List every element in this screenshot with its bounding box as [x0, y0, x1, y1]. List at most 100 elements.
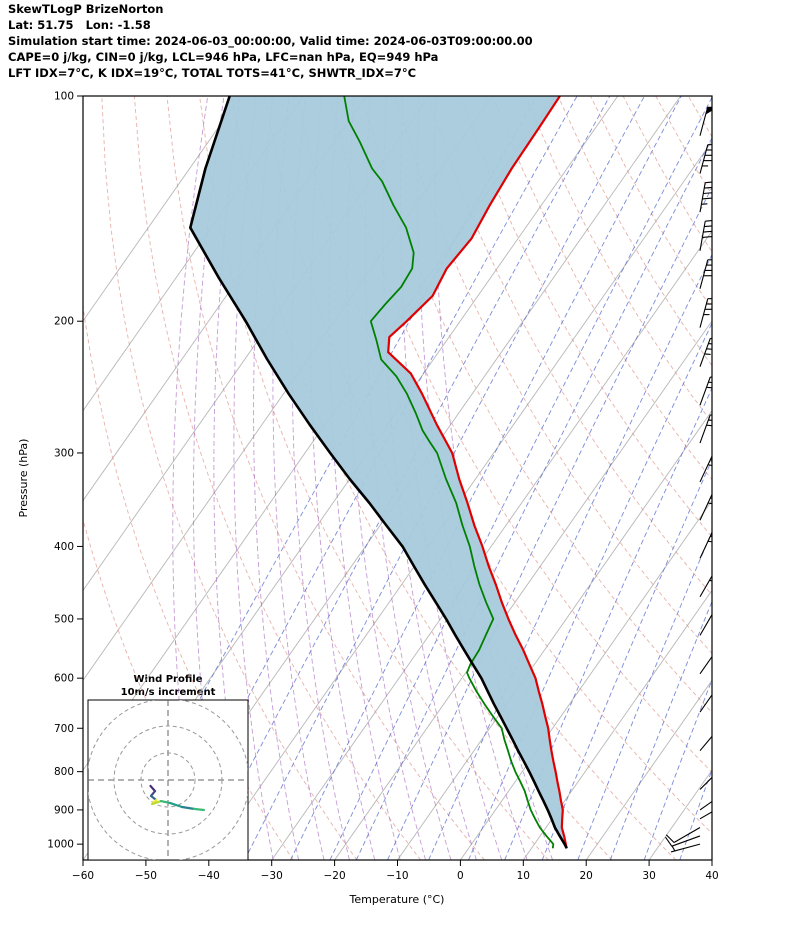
x-tick-label: −20 — [324, 870, 346, 882]
mixing-ratio-line — [387, 186, 712, 860]
x-tick-label: 10 — [517, 870, 530, 882]
y-tick-label: 1000 — [47, 839, 74, 851]
dry-adiabat-line — [622, 96, 712, 253]
mixing-ratio-line — [541, 458, 712, 860]
x-tick-label: 20 — [580, 870, 593, 882]
dry-adiabat-line — [83, 517, 230, 860]
y-tick-label: 800 — [54, 766, 74, 778]
mixing-ratio-line — [577, 530, 712, 860]
dry-adiabat-line — [524, 96, 712, 424]
dry-adiabat-line — [655, 96, 712, 196]
moist-adiabat-line — [233, 96, 274, 860]
wind-barb — [699, 493, 712, 521]
chart-indices-line2: LFT IDX=7°C, K IDX=19°C, TOTAL TOTS=41°C… — [8, 66, 416, 81]
wind-barb — [670, 843, 701, 853]
mixing-ratio-line — [679, 768, 712, 860]
wind-barb — [699, 414, 712, 444]
mixing-ratio-line — [643, 678, 712, 860]
moist-adiabat-line — [213, 96, 249, 860]
parcel-curve — [189, 96, 568, 849]
x-tick-label: 40 — [705, 870, 718, 882]
y-tick-label: 600 — [54, 673, 74, 685]
dry-adiabat-line — [427, 96, 712, 596]
wind-barb — [699, 735, 712, 752]
wind-barb — [699, 531, 712, 559]
wind-barb — [699, 811, 712, 820]
isotherm-line — [271, 230, 712, 860]
wind-barb — [699, 776, 712, 790]
y-tick-label: 400 — [54, 541, 74, 553]
wind-barb — [699, 106, 712, 136]
x-tick-label: −30 — [261, 870, 283, 882]
hodograph-wind-segment — [159, 799, 171, 805]
mixing-ratio-line — [468, 322, 712, 860]
hodograph-title: Wind Profile — [134, 674, 203, 685]
mixing-ratio-line — [355, 137, 712, 860]
y-tick-label: 300 — [54, 447, 74, 459]
x-tick-label: 30 — [642, 870, 655, 882]
moist-adiabat-line — [253, 96, 300, 860]
mixing-ratio-line — [504, 387, 712, 860]
moist-adiabat-line — [193, 96, 225, 860]
mixing-ratio-line — [329, 96, 712, 860]
moist-adiabat-line — [272, 96, 325, 860]
wind-barb — [699, 298, 712, 328]
hodograph-wind-segment — [180, 805, 196, 810]
isotherm-line — [83, 96, 241, 322]
isotherm-line — [711, 859, 712, 860]
mixing-ratio-line — [290, 96, 682, 860]
dry-adiabat-line — [394, 96, 712, 654]
moist-adiabat-line — [291, 96, 350, 860]
wind-barb — [665, 835, 701, 847]
sounding-profiles — [189, 96, 568, 849]
wind-barb — [699, 655, 712, 675]
moist-adiabat-line — [172, 96, 209, 860]
y-tick-label: 700 — [54, 723, 74, 735]
wind-barb — [700, 96, 701, 97]
chart-title: SkewTLogP BrizeNorton — [8, 2, 163, 16]
hodograph-wind-segment — [168, 801, 184, 809]
wind-barb — [699, 220, 712, 251]
hodograph-wind-segment — [150, 799, 163, 806]
dry-adiabat-line — [362, 96, 712, 714]
wind-barb — [699, 800, 712, 811]
isotherm-line — [585, 679, 712, 860]
x-tick-label: −60 — [72, 870, 94, 882]
wind-barb — [699, 574, 712, 598]
hodograph-wind-segment — [192, 807, 206, 812]
isotherm-line — [522, 589, 712, 860]
x-axis-label: Temperature (°C) — [349, 893, 445, 906]
hodograph-inset — [87, 699, 249, 861]
y-tick-label: 200 — [54, 316, 74, 328]
x-tick-label: 0 — [457, 870, 464, 882]
wind-barb — [699, 144, 712, 174]
x-tick-label: −50 — [135, 870, 157, 882]
isotherm-line — [334, 320, 712, 860]
mixing-ratio-line — [428, 253, 712, 860]
dry-adiabat-line — [721, 96, 794, 860]
wind-barb — [699, 181, 712, 213]
isotherm-line — [208, 140, 712, 860]
moist-adiabat-line — [346, 96, 427, 860]
mixing-ratio-line — [609, 600, 712, 860]
wind-barb — [665, 827, 701, 843]
temperature-curve — [387, 96, 568, 849]
y-tick-label: 500 — [54, 613, 74, 625]
chart-indices-line1: CAPE=0 j/kg, CIN=0 j/kg, LCL=946 hPa, LF… — [8, 50, 438, 64]
dry-adiabat-line — [199, 96, 549, 860]
hodograph-ring — [113, 725, 223, 835]
dry-adiabat-line — [459, 96, 712, 538]
mixing-ratio-line — [244, 96, 645, 860]
dry-adiabat-line — [83, 302, 294, 860]
hodograph-subtitle: 10m/s increment — [121, 687, 216, 698]
chart-times: Simulation start time: 2024-06-03_00:00:… — [8, 34, 533, 49]
dry-adiabat-line — [101, 96, 358, 860]
isotherm-line — [460, 499, 712, 860]
wind-barbs — [665, 96, 712, 853]
y-axis-label: Pressure (hPa) — [17, 439, 30, 518]
y-tick-label: 100 — [54, 91, 74, 103]
x-tick-label: −10 — [386, 870, 408, 882]
dewpoint-curve — [343, 96, 555, 849]
